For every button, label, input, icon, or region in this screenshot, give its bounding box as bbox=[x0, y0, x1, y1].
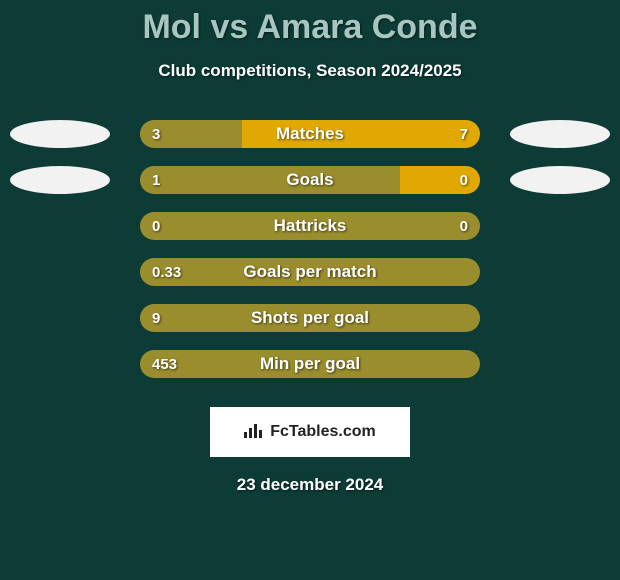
stat-bar bbox=[140, 350, 480, 378]
comparison-card: Mol vs Amara Conde Club competitions, Se… bbox=[0, 0, 620, 580]
stat-row: Min per goal453 bbox=[0, 341, 620, 387]
stat-row: Hattricks00 bbox=[0, 203, 620, 249]
chart-icon bbox=[244, 422, 264, 443]
page-title: Mol vs Amara Conde bbox=[0, 0, 620, 47]
stat-bar-right bbox=[242, 120, 480, 148]
stat-bar bbox=[140, 258, 480, 286]
subtitle: Club competitions, Season 2024/2025 bbox=[0, 61, 620, 81]
stat-bar-left bbox=[140, 304, 480, 332]
stat-bar bbox=[140, 166, 480, 194]
stat-bar bbox=[140, 212, 480, 240]
stat-rows: Matches37Goals10Hattricks00Goals per mat… bbox=[0, 111, 620, 387]
stat-bar bbox=[140, 304, 480, 332]
player-avatar-left bbox=[10, 166, 110, 194]
player-avatar-right bbox=[510, 166, 610, 194]
stat-bar-left bbox=[140, 120, 242, 148]
stat-bar-right bbox=[400, 166, 480, 194]
player-avatar-right bbox=[510, 120, 610, 148]
stat-row: Matches37 bbox=[0, 111, 620, 157]
stat-bar-left bbox=[140, 258, 480, 286]
stat-row: Goals per match0.33 bbox=[0, 249, 620, 295]
footer-date: 23 december 2024 bbox=[0, 475, 620, 495]
stat-bar-left bbox=[140, 166, 400, 194]
stat-row: Goals10 bbox=[0, 157, 620, 203]
logo-box: FcTables.com bbox=[210, 407, 410, 457]
stat-row: Shots per goal9 bbox=[0, 295, 620, 341]
logo-text: FcTables.com bbox=[270, 423, 376, 441]
player-avatar-left bbox=[10, 120, 110, 148]
stat-bar-left bbox=[140, 212, 480, 240]
stat-bar bbox=[140, 120, 480, 148]
stat-bar-left bbox=[140, 350, 480, 378]
